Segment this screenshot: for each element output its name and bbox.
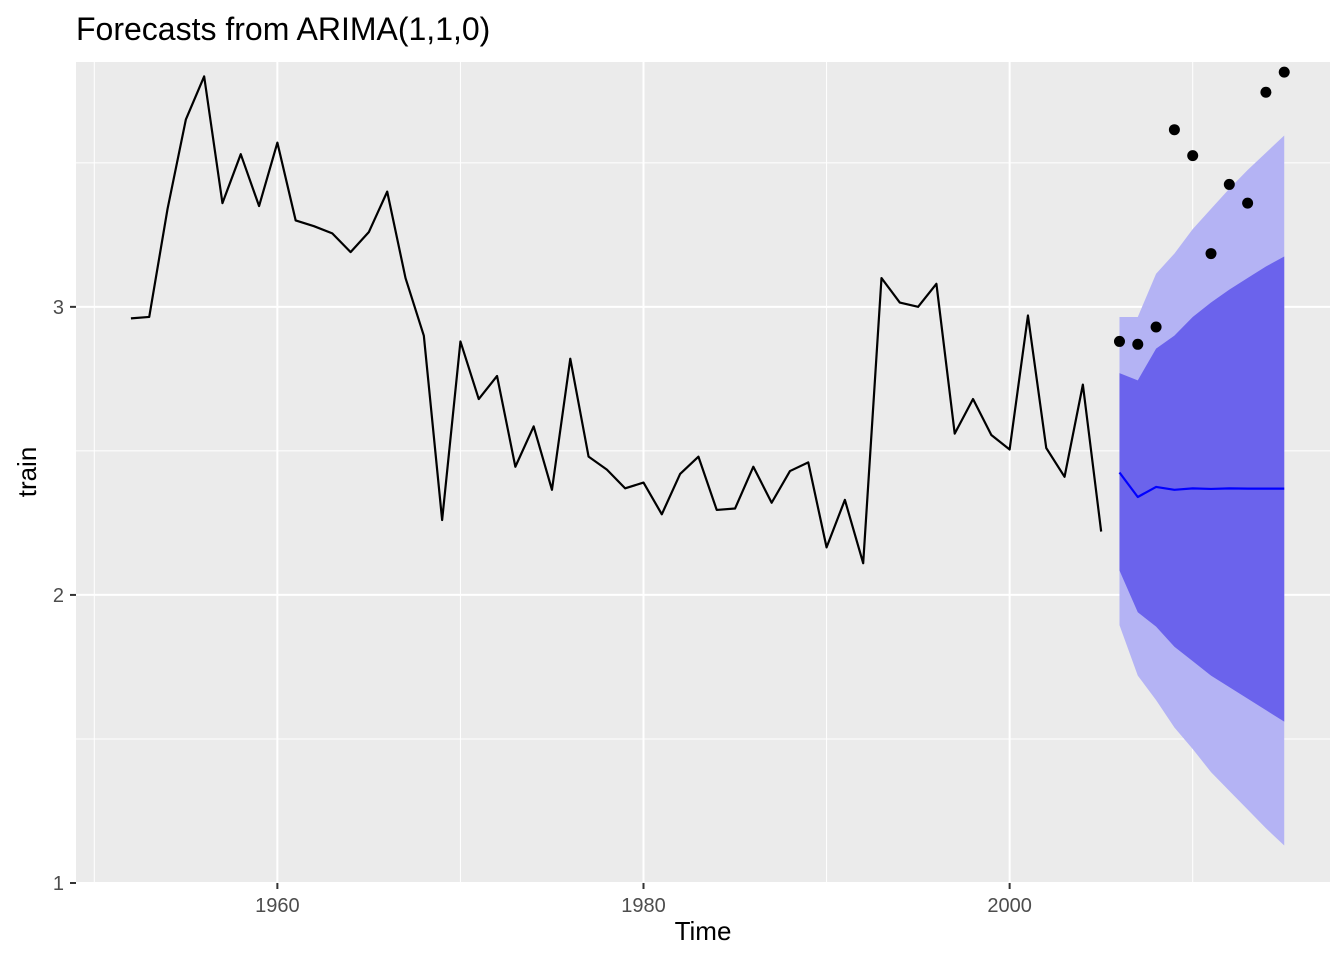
data-point	[1150, 321, 1162, 333]
forecast-line	[1118, 471, 1285, 499]
history-line	[130, 75, 1103, 565]
series-lines	[130, 75, 1285, 565]
data-point	[1187, 150, 1199, 162]
y-axis-ticks: 1 2 3	[53, 297, 76, 895]
data-point	[1223, 178, 1235, 190]
data-point	[1242, 197, 1254, 209]
data-point	[1168, 124, 1180, 136]
y-tick-label: 3	[53, 297, 64, 319]
data-point	[1113, 335, 1125, 347]
y-tick-label: 1	[53, 873, 64, 895]
data-point	[1132, 338, 1144, 350]
x-axis-title: Time	[675, 916, 732, 946]
x-tick-label: 2000	[987, 895, 1032, 917]
data-point	[1278, 66, 1290, 78]
y-axis-title: train	[12, 447, 42, 498]
x-tick-label: 1980	[621, 895, 666, 917]
y-tick-label: 2	[53, 585, 64, 607]
data-point	[1260, 86, 1272, 98]
x-axis-ticks: 1960 1980 2000	[255, 883, 1032, 917]
chart-title: Forecasts from ARIMA(1,1,0)	[76, 11, 490, 47]
data-point	[1205, 248, 1217, 260]
x-tick-label: 1960	[255, 895, 300, 917]
test-points	[1113, 66, 1290, 350]
